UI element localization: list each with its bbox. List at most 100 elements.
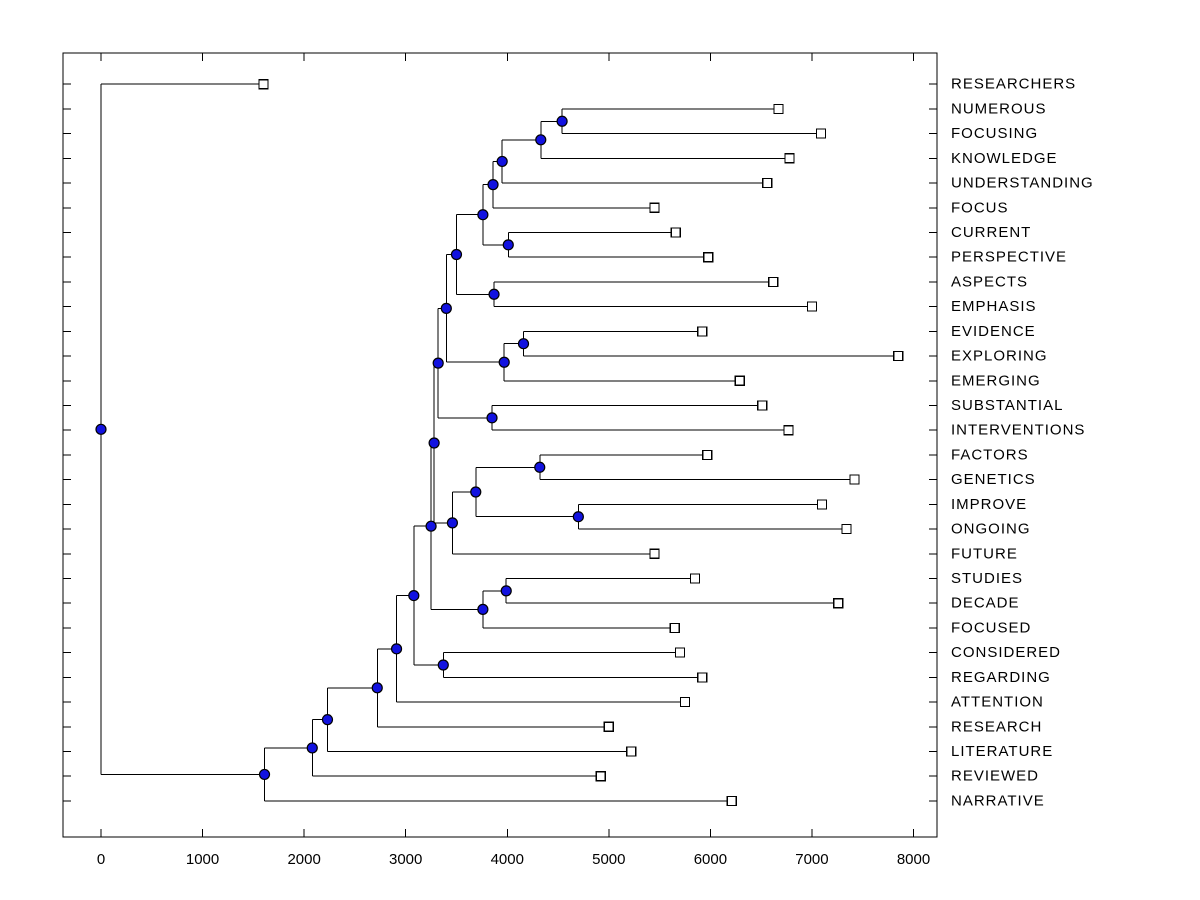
x-axis-tick-label: 6000 — [694, 851, 727, 868]
branch-node-dot — [534, 461, 546, 473]
branch-node-dot — [498, 356, 510, 368]
x-axis-tick-label: 4000 — [491, 851, 524, 868]
branch-node-dot — [425, 520, 437, 532]
branch-node-dot — [440, 302, 452, 314]
leaf-marker — [841, 523, 852, 535]
leaf-marker — [603, 721, 614, 732]
leaf-marker — [697, 672, 708, 683]
leaf-label: FUTURE — [951, 545, 1018, 562]
leaf-label: CURRENT — [951, 224, 1031, 241]
leaf-marker — [702, 449, 713, 461]
leaf-marker — [734, 375, 745, 386]
leaf-marker — [690, 573, 701, 584]
branch-node-dot — [488, 288, 500, 300]
leaf-marker — [768, 276, 779, 288]
leaf-label: EMPHASIS — [951, 298, 1037, 315]
x-axis-tick-label: 8000 — [897, 851, 930, 868]
leaf-label: CONSIDERED — [951, 644, 1061, 661]
leaf-label: REVIEWED — [951, 768, 1039, 785]
leaf-marker — [679, 696, 691, 708]
leaf-marker — [697, 326, 708, 337]
x-axis-tick-label: 1000 — [186, 851, 219, 868]
leaf-marker — [757, 400, 768, 411]
leaf-marker — [726, 795, 737, 807]
leaf-marker — [703, 252, 714, 263]
branch-node-dot — [517, 338, 530, 350]
branch-node-dot — [450, 248, 463, 261]
leaf-label: KNOWLEDGE — [951, 150, 1058, 167]
leaf-label: FOCUSED — [951, 619, 1031, 636]
branch-node-dot — [496, 155, 508, 168]
leaf-label: EVIDENCE — [951, 323, 1036, 340]
branch-node-dot — [437, 659, 449, 671]
leaf-label: ASPECTS — [951, 273, 1028, 290]
branch-node-dot — [428, 437, 440, 449]
branch-node-dot — [477, 209, 489, 221]
leaf-label: FOCUSING — [951, 125, 1038, 142]
branch-node-dot — [502, 239, 514, 251]
leaf-marker — [784, 153, 795, 164]
leaf-label: INTERVENTIONS — [951, 422, 1085, 439]
leaf-marker — [806, 301, 818, 312]
leaf-marker — [669, 622, 680, 634]
leaf-marker — [893, 350, 904, 362]
leaf-marker — [258, 79, 269, 90]
x-axis-tick-label: 5000 — [592, 851, 625, 868]
x-axis-tick-label: 7000 — [795, 851, 828, 868]
leaf-marker — [674, 647, 686, 658]
branch-node-dot — [477, 603, 489, 615]
leaf-marker — [649, 202, 660, 213]
leaf-marker — [849, 474, 860, 485]
branch-node-dot — [487, 179, 499, 191]
leaf-label: RESEARCH — [951, 718, 1042, 735]
leaf-label: EXPLORING — [951, 348, 1048, 365]
leaf-label: ATTENTION — [951, 694, 1044, 711]
branch-node-dot — [446, 517, 459, 529]
branch-node-dot — [371, 682, 383, 694]
branch-node-dot — [572, 511, 584, 523]
leaf-marker — [773, 103, 784, 115]
branch-node-dot — [95, 423, 107, 435]
branch-node-dot — [470, 486, 482, 498]
branch-node-dot — [556, 115, 568, 127]
leaf-label: EMERGING — [951, 372, 1041, 389]
plot-frame — [62, 52, 938, 838]
branch-node-dot — [306, 742, 318, 754]
leaf-marker — [649, 548, 660, 559]
leaf-label: IMPROVE — [951, 496, 1027, 513]
leaf-label: STUDIES — [951, 570, 1023, 587]
leaf-label: DECADE — [951, 595, 1020, 612]
leaf-label: GENETICS — [951, 471, 1036, 488]
branch-node-dot — [321, 714, 334, 726]
x-axis-tick-label: 2000 — [287, 851, 320, 868]
leaf-label: NUMEROUS — [951, 100, 1047, 117]
branch-node-dot — [390, 643, 403, 655]
leaf-label: LITERATURE — [951, 743, 1053, 760]
leaf-label: ONGOING — [951, 521, 1031, 538]
leaf-marker — [670, 227, 681, 238]
leaf-label: UNDERSTANDING — [951, 175, 1094, 192]
leaf-marker — [762, 177, 773, 189]
branch-node-dot — [258, 768, 271, 781]
leaf-label: FOCUS — [951, 199, 1009, 216]
leaf-label: REGARDING — [951, 669, 1051, 686]
leaf-marker — [783, 425, 794, 436]
leaf-marker — [815, 128, 827, 139]
branch-node-dot — [408, 590, 420, 602]
leaf-label: RESEARCHERS — [951, 76, 1076, 93]
leaf-marker — [626, 746, 637, 757]
branch-node-dot — [486, 412, 498, 424]
branch-node-dot — [535, 134, 547, 146]
leaf-label: FACTORS — [951, 446, 1029, 463]
branch-node-dot — [500, 585, 512, 597]
x-axis-tick-label: 3000 — [389, 851, 422, 868]
leaf-label: PERSPECTIVE — [951, 249, 1067, 266]
x-axis-tick-label: 0 — [97, 851, 105, 868]
leaf-marker — [816, 499, 828, 510]
leaf-label: NARRATIVE — [951, 792, 1045, 809]
leaf-marker — [595, 771, 606, 782]
branch-node-dot — [432, 357, 444, 369]
